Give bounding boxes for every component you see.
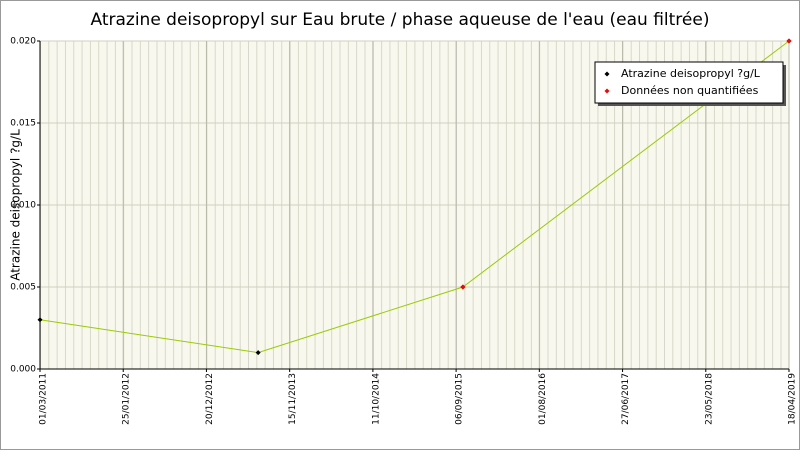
y-tick-label: 0.005 [10,283,36,293]
legend-box [594,61,784,104]
x-tick-label: 27/06/2017 [621,373,631,425]
legend-label: Atrazine deisopropyl ?g/L [621,67,761,80]
chart-title: Atrazine deisopropyl sur Eau brute / pha… [91,10,710,30]
y-tick-label: 0.015 [10,119,36,129]
y-tick-label: 0.020 [10,37,36,47]
y-tick-label: 0.010 [10,201,36,211]
x-tick-label: 25/01/2012 [122,373,132,425]
legend-label: Données non quantifiées [621,84,759,97]
x-tick-label: 01/03/2011 [39,373,49,425]
legend-marker [604,71,610,77]
line [39,40,790,354]
x-tick-label: 23/05/2018 [704,373,714,425]
marker [460,284,466,290]
y-tick-label: 0.000 [10,365,36,375]
x-tick-label: 11/10/2014 [371,373,381,425]
y-axis-label: Atrazine deisopropyl ?g/L [9,129,23,281]
marker [255,350,261,356]
marker [786,38,792,44]
x-tick-label: 20/12/2012 [205,373,215,425]
x-tick-label: 01/08/2016 [538,373,548,425]
x-tick-label: 06/09/2015 [455,373,465,425]
marker [37,317,43,323]
x-tick-label: 18/04/2019 [788,373,798,425]
x-tick-label: 15/11/2013 [288,373,298,425]
legend-marker [604,88,610,94]
